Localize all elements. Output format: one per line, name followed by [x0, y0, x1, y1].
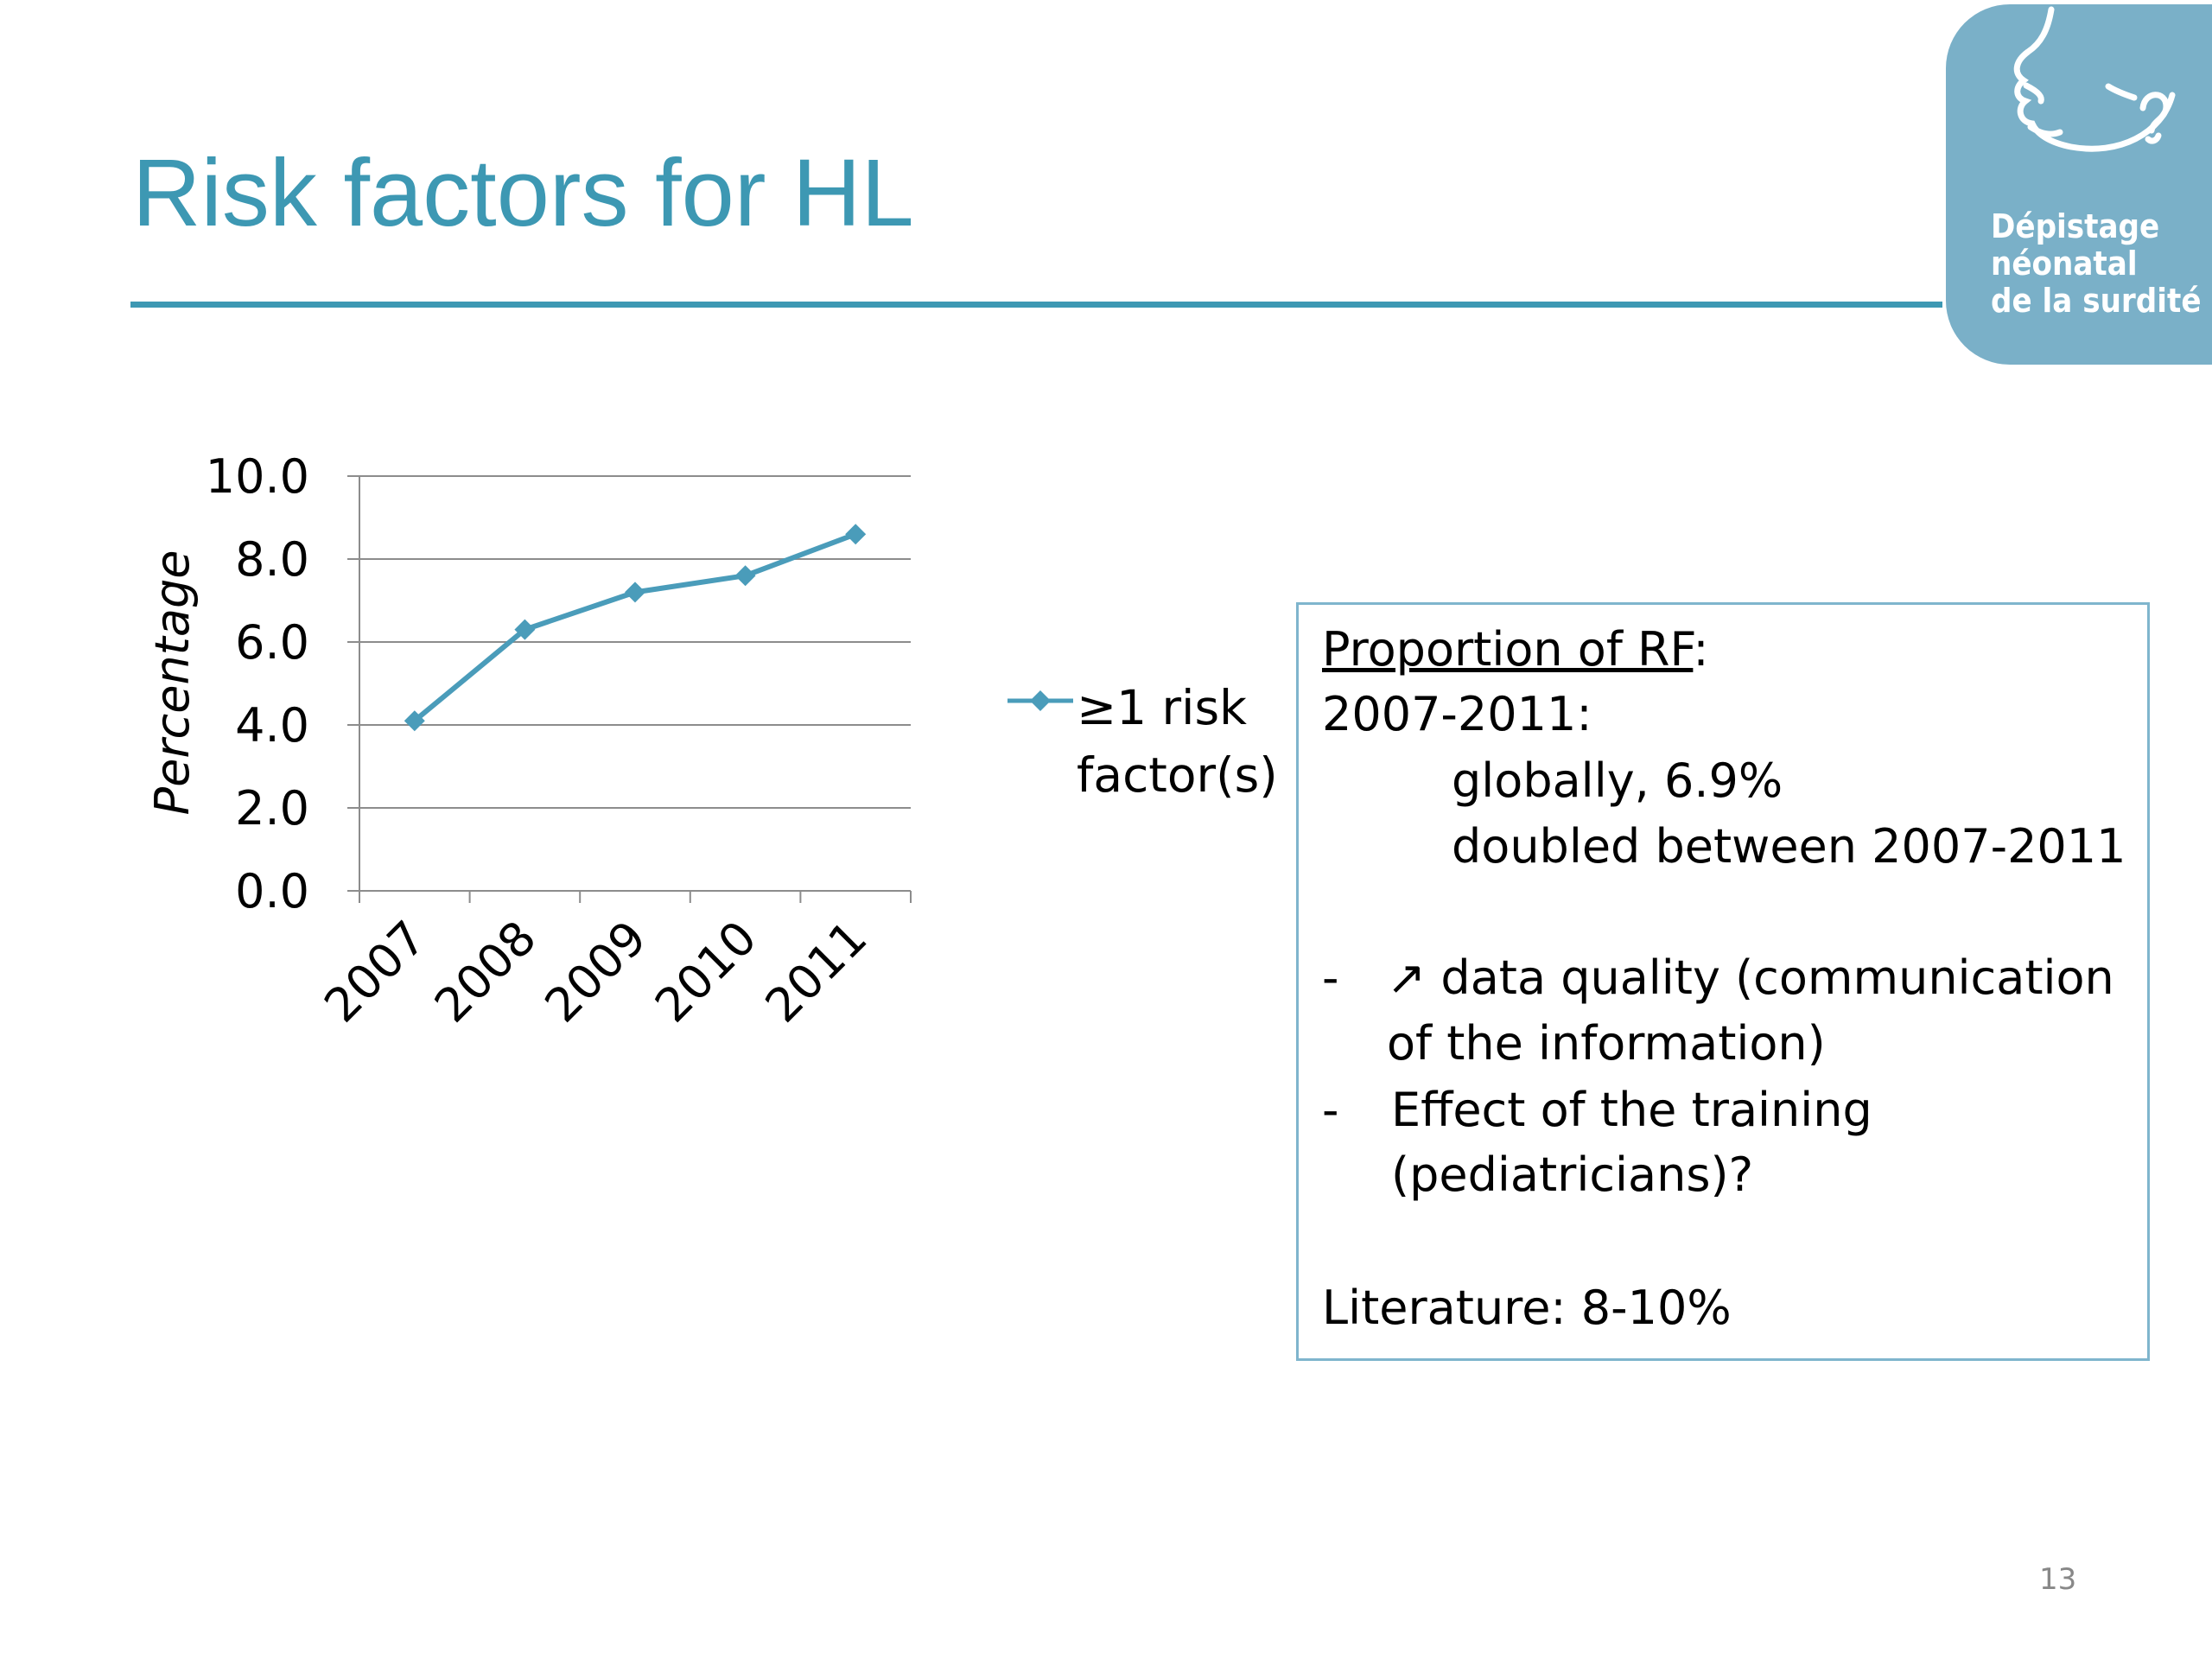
x-tick-label: 2007 [314, 911, 436, 1033]
logo-line-2: néonatal [1991, 245, 2138, 283]
data-point [404, 710, 425, 732]
data-point [734, 565, 756, 587]
line-chart: 0.0 2.0 4.0 6.0 8.0 10.0 20072008200920102011… [145, 449, 912, 1033]
data-point [625, 582, 645, 603]
y-tick-label: 6.0 [235, 615, 309, 670]
y-axis-label: Percentage [145, 550, 200, 816]
summary-globally: globally, 6.9% [1452, 753, 1783, 808]
bullet-1-line-1: ↗ data quality (communication [1387, 950, 2114, 1005]
y-tick-label: 0.0 [235, 864, 309, 918]
logo-text: Dépistage néonatal de la surdité [1991, 208, 2202, 320]
bullet-1-line-2: of the information) [1387, 1016, 1826, 1071]
data-point [514, 619, 536, 640]
page-number: 13 [2039, 1562, 2077, 1597]
summary-period: 2007-2011: [1322, 687, 1592, 741]
chart-axes [347, 475, 912, 903]
logo: Dépistage néonatal de la surdité [1946, 4, 2212, 365]
bullet-2-dash: - [1322, 1083, 1339, 1137]
legend-label-line-2: factor(s) [1077, 747, 1278, 803]
y-tick-label: 8.0 [235, 532, 309, 587]
slide-title: Risk factors for HL [132, 140, 914, 246]
series-line [412, 531, 857, 723]
logo-line-1: Dépistage [1991, 207, 2160, 245]
chart-series [404, 524, 867, 732]
summary-doubled: doubled between 2007-2011 [1452, 819, 2126, 874]
bullet-2-line-1: Effect of the training [1391, 1083, 1872, 1137]
data-point [845, 524, 867, 545]
summary-heading: Proportion of RF [1322, 622, 1694, 677]
y-tick-label: 2.0 [235, 781, 309, 836]
y-tick-labels: 0.0 2.0 4.0 6.0 8.0 10.0 [206, 449, 309, 918]
legend-label: ≥1 risk factor(s) [1077, 674, 1278, 809]
x-tick-label: 2009 [534, 911, 657, 1033]
summary-heading-line: Proportion of RF: [1322, 617, 1709, 683]
summary-literature: Literature: 8-10% [1322, 1281, 1732, 1335]
bullet-2-line-2: (pediatricians)? [1391, 1147, 1754, 1202]
summary-textbox: Proportion of RF: 2007-2011: globally, 6… [1296, 602, 2150, 1361]
title-underline [130, 302, 1942, 308]
bullet-1-dash: - [1322, 950, 1339, 1005]
baby-face-ear-icon [2013, 6, 2176, 152]
chart-gridlines [359, 475, 911, 809]
legend-swatch-diamond [1007, 690, 1073, 711]
legend-label-line-1: ≥1 risk [1077, 680, 1247, 735]
y-tick-label: 10.0 [206, 449, 309, 504]
summary-heading-colon: : [1693, 622, 1709, 677]
x-tick-label: 2011 [755, 911, 878, 1033]
x-tick-label: 2008 [424, 911, 547, 1033]
logo-line-3: de la surdité [1991, 282, 2202, 320]
x-tick-label: 2010 [645, 911, 767, 1033]
y-tick-label: 4.0 [235, 698, 309, 753]
